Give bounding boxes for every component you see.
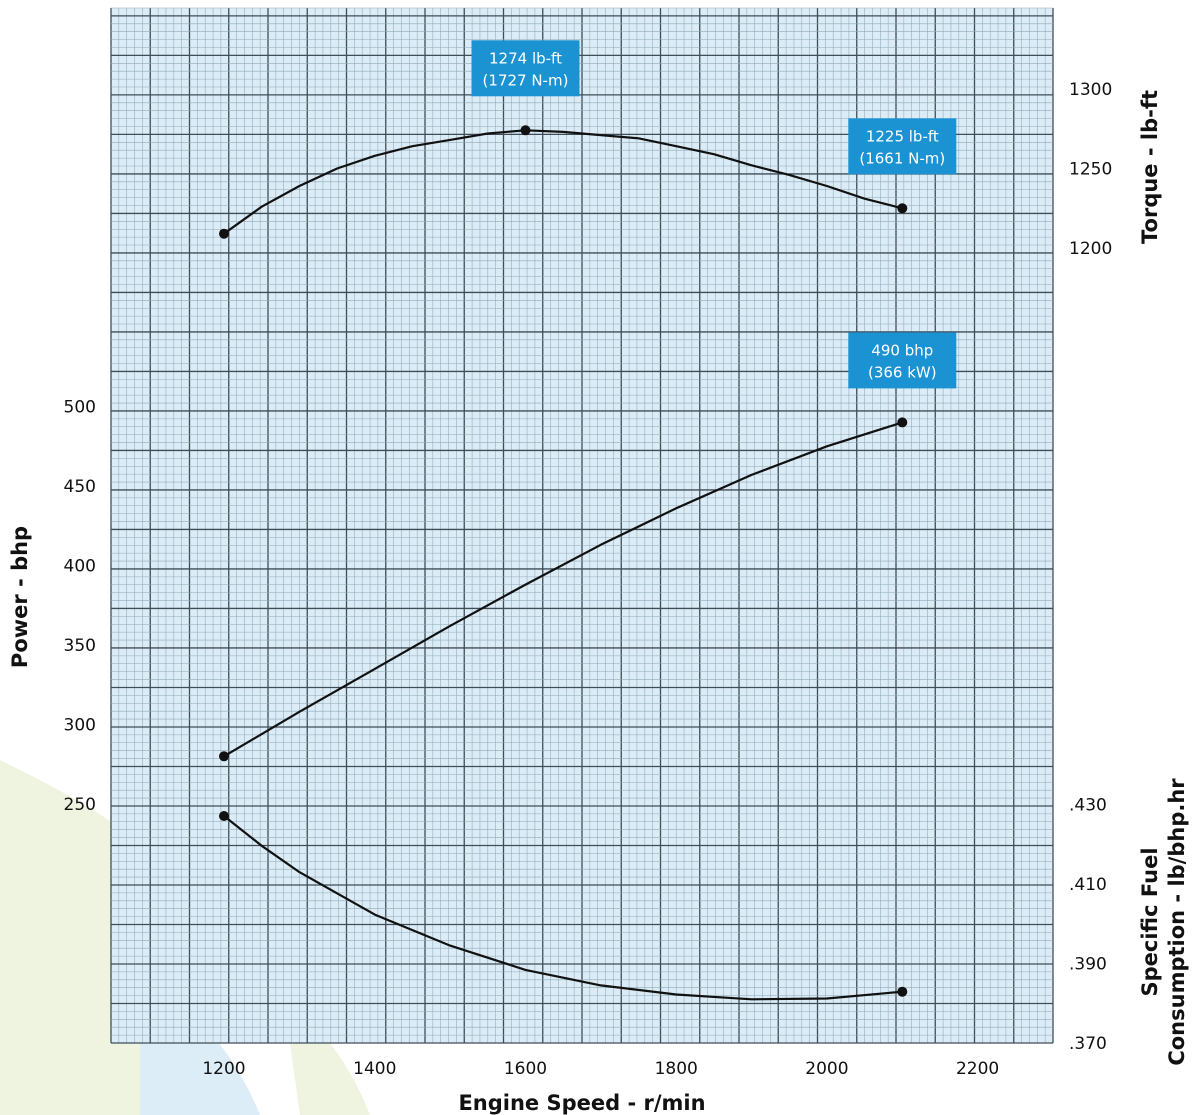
fuel-marker (897, 986, 908, 997)
x-tick-label: 2200 (956, 1059, 999, 1079)
fuel-tick-label: .410 (1069, 875, 1107, 895)
x-axis-title: Engine Speed - r/min (458, 1091, 705, 1115)
annotation-text: 1274 lb-ft (489, 49, 562, 67)
decor-green-shape (290, 1043, 370, 1115)
power-tick-label: 500 (64, 398, 96, 418)
fuel-tick-label: .390 (1069, 955, 1107, 975)
fuel-tick-label: .430 (1069, 796, 1107, 816)
torque-tick-label: 1250 (1069, 160, 1112, 180)
fuel-axis-title-line2: Consumption - lb/bhp.hr (1165, 778, 1189, 1066)
torque-tick-label: 1200 (1069, 239, 1112, 259)
annotations-layer: 1274 lb-ft (1727 N-m) 1225 lb-ft (1661 N-m)… (471, 40, 957, 389)
tick-labels: 1200 1400 1600 1800 2000 2200 500 450 400 350 300 2… (64, 80, 1113, 1079)
x-tick-label: 2000 (805, 1059, 848, 1079)
x-tick-label: 1200 (202, 1059, 245, 1079)
torque-marker (897, 203, 908, 214)
torque-axis-title: Torque - lb-ft (1138, 90, 1162, 244)
fuel-axis-title-line1: Specific Fuel (1138, 847, 1162, 996)
power-marker (897, 417, 908, 428)
series-layer (219, 125, 908, 1001)
fuel-tick-label: .370 (1069, 1034, 1107, 1054)
grid (110, 7, 1054, 1044)
power-marker (219, 751, 229, 762)
torque-marker (520, 125, 531, 136)
annotation-text: 1225 lb-ft (866, 127, 939, 145)
annotation-text: (1661 N-m) (859, 149, 945, 167)
power-axis-title: Power - bhp (8, 526, 32, 668)
torque-tick-label: 1300 (1069, 80, 1112, 100)
annotation-box (848, 118, 957, 175)
x-tick-label: 1800 (655, 1059, 698, 1079)
torque-marker (219, 228, 229, 239)
power-curve (222, 421, 904, 758)
power-tick-label: 450 (64, 477, 96, 497)
power-tick-label: 250 (64, 795, 96, 815)
x-tick-label: 1400 (353, 1059, 396, 1079)
power-tick-label: 300 (64, 716, 96, 736)
x-tick-label: 1600 (504, 1059, 547, 1079)
annotation-text: (1727 N-m) (483, 71, 569, 89)
torque-curve (222, 129, 904, 235)
annotation-box (848, 332, 957, 389)
annotation-box (471, 40, 580, 97)
fuel-marker (219, 811, 229, 821)
annotation-text: (366 kW) (868, 363, 937, 381)
annotation-text: 490 bhp (871, 341, 933, 359)
power-tick-label: 400 (64, 557, 96, 577)
power-tick-label: 350 (64, 636, 96, 656)
fuel-curve (222, 814, 904, 1001)
